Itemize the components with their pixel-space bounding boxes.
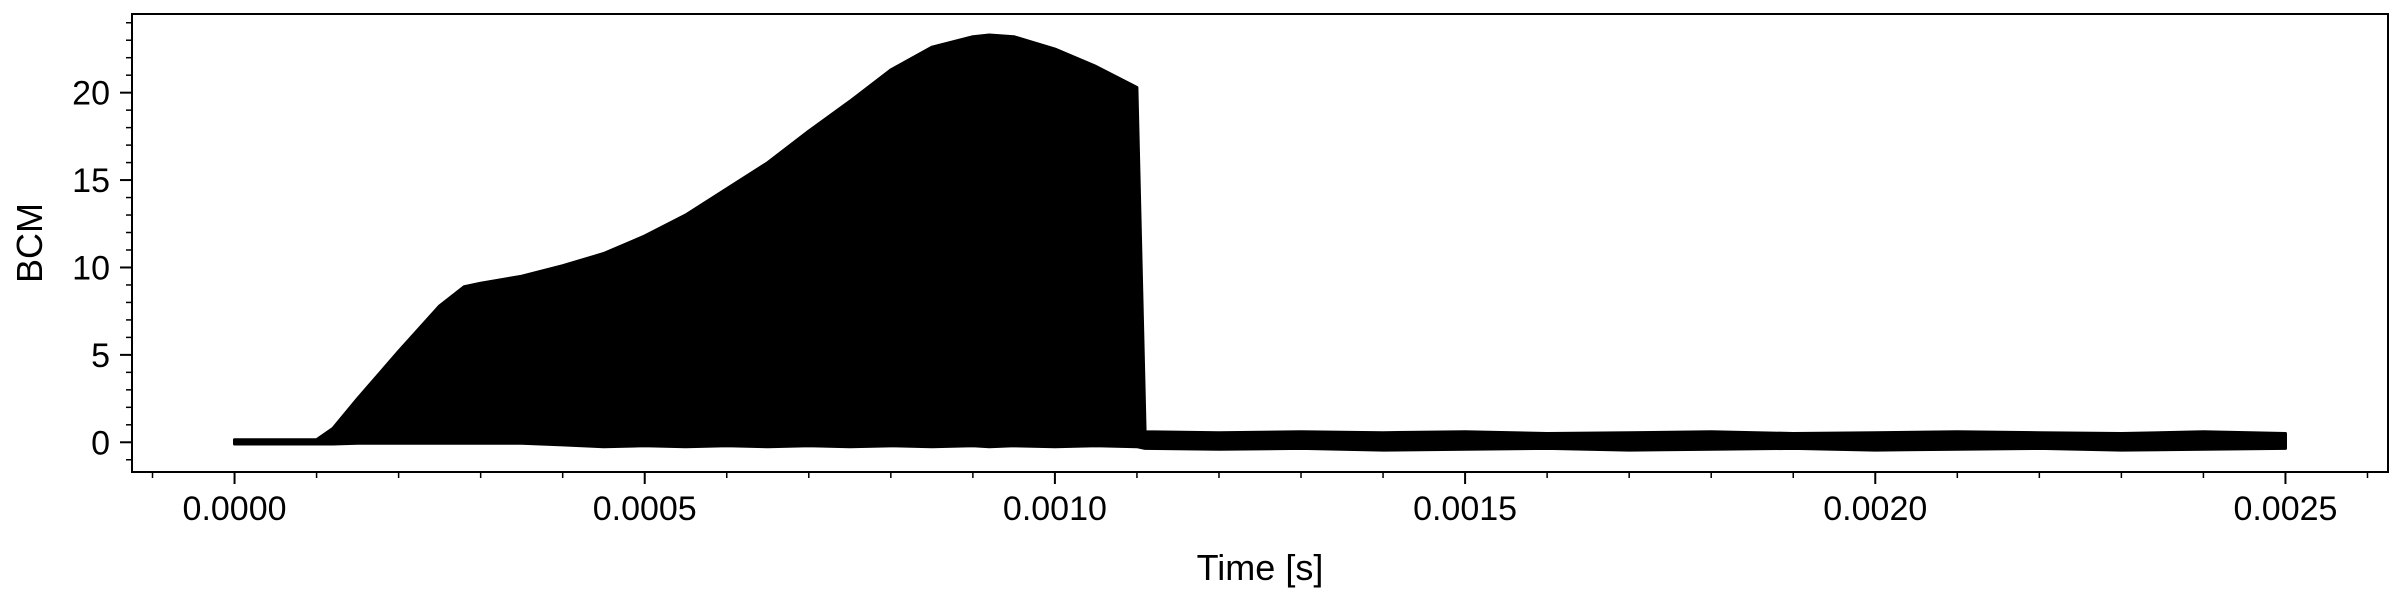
- y-axis-label: BCM: [9, 203, 50, 283]
- y-tick-label: 5: [91, 337, 110, 375]
- x-tick-label: 0.0010: [1003, 490, 1107, 528]
- y-tick-label: 20: [72, 75, 110, 113]
- y-tick-label: 15: [72, 162, 110, 200]
- y-tick-label: 10: [72, 249, 110, 287]
- x-tick-label: 0.0005: [593, 490, 697, 528]
- x-tick-label: 0.0025: [2233, 490, 2337, 528]
- x-tick-label: 0.0020: [1823, 490, 1927, 528]
- x-tick-label: 0.0000: [183, 490, 287, 528]
- x-tick-label: 0.0015: [1413, 490, 1517, 528]
- plot-frame: [131, 13, 2389, 473]
- y-tick-label: 0: [91, 424, 110, 462]
- x-axis-label: Time [s]: [1197, 547, 1324, 588]
- bcm-signal-series-0: [233, 33, 2287, 452]
